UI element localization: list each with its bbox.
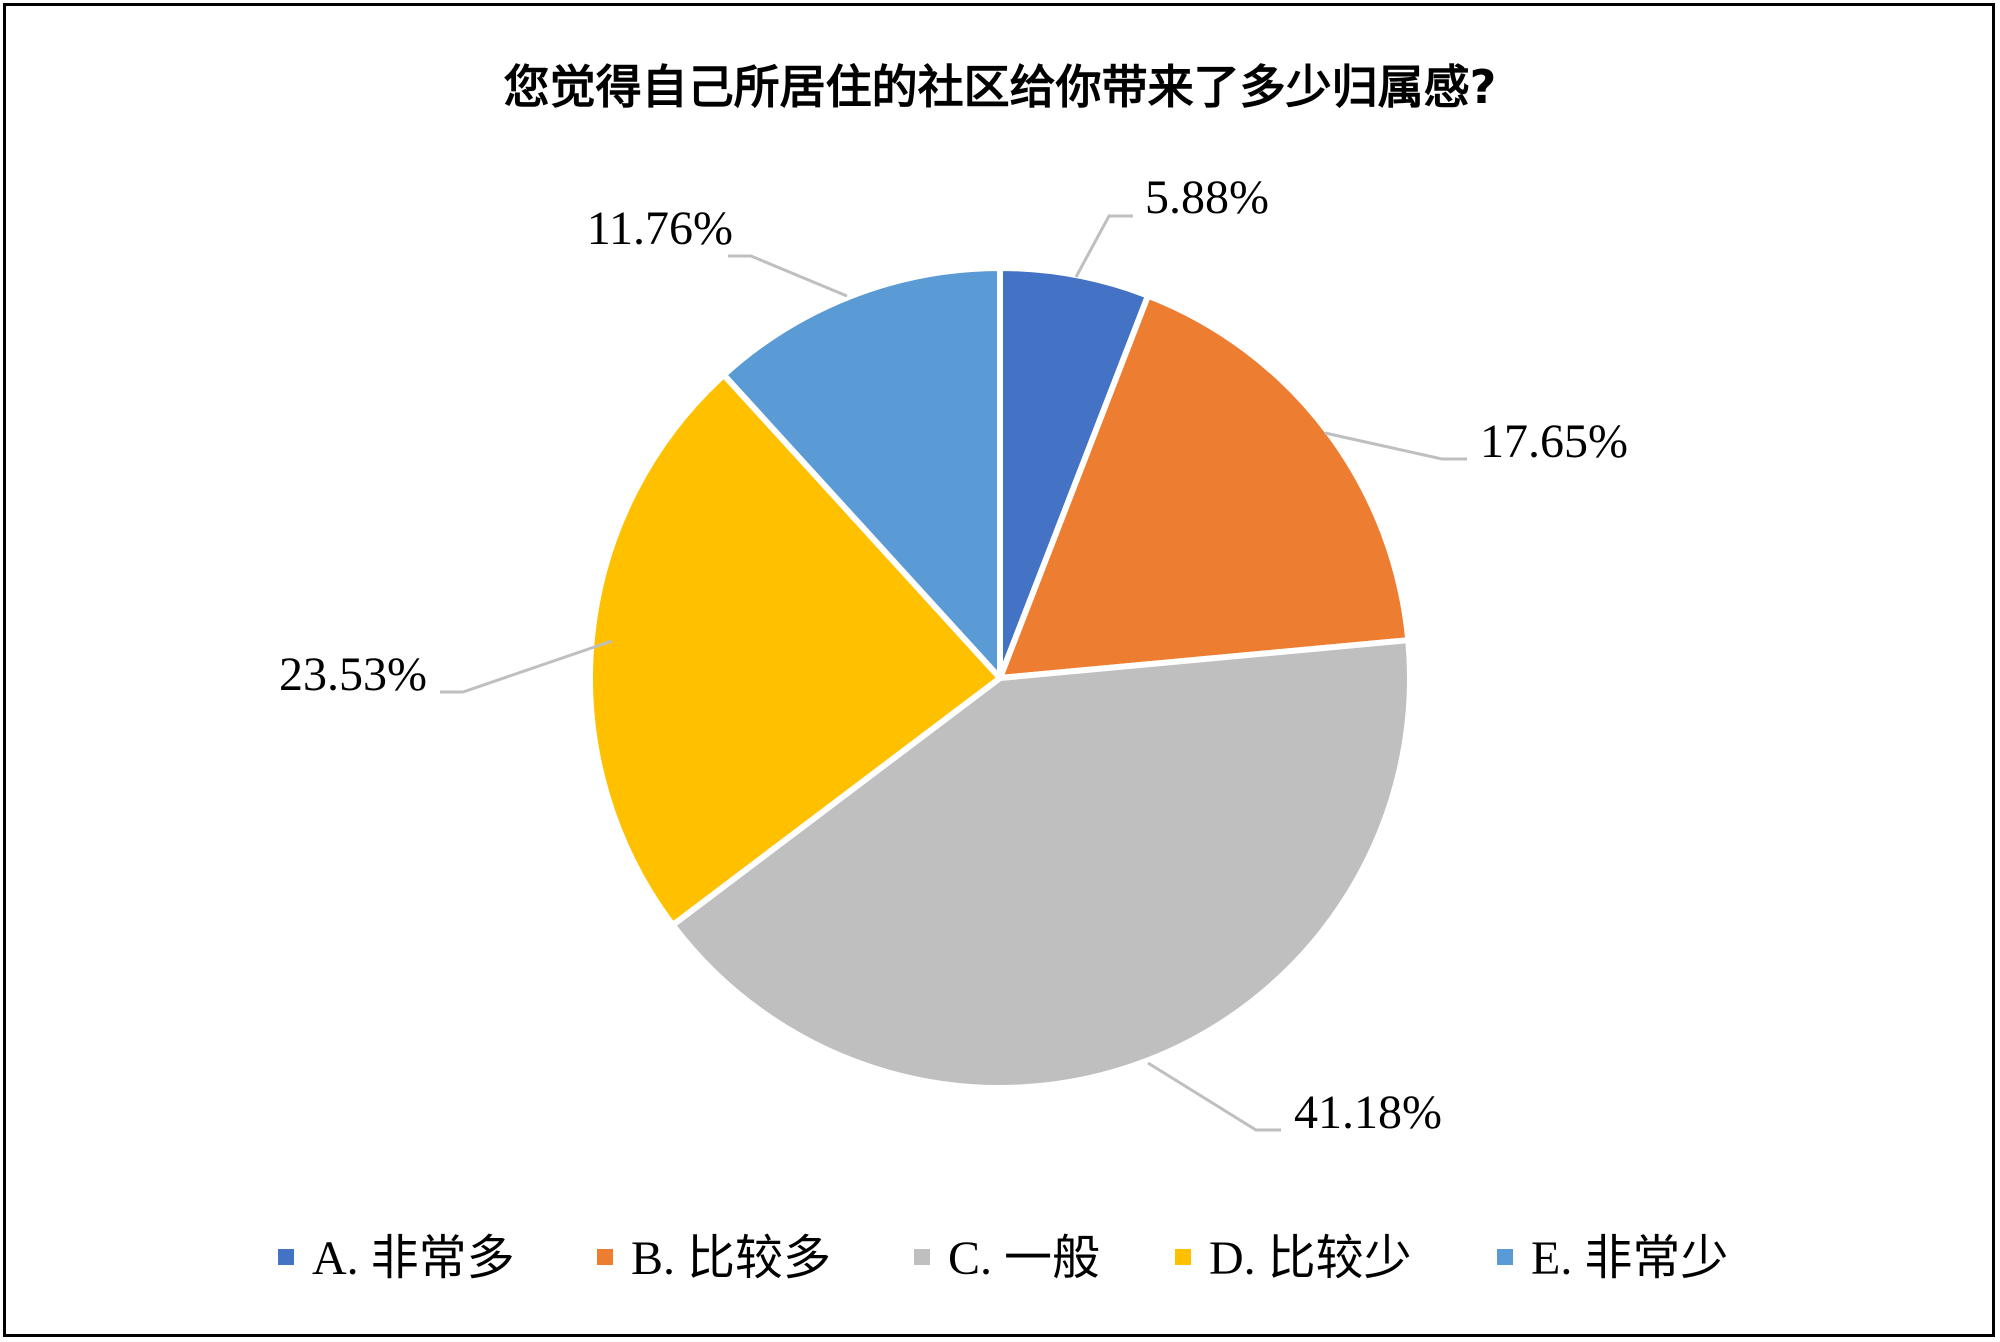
leader-line — [728, 254, 848, 298]
data-label-d: 23.53% — [279, 648, 427, 701]
legend: A. 非常多 B. 比较多 C. 一般 D. 比较少 E. 非常少 — [278, 1232, 1728, 1285]
legend-label: C. 一般 — [948, 1232, 1100, 1285]
legend-item-c: C. 一般 — [914, 1232, 1100, 1285]
legend-item-a: A. 非常多 — [278, 1232, 515, 1285]
legend-swatch — [1497, 1249, 1513, 1265]
leader-line — [440, 639, 613, 694]
data-label-c: 41.18% — [1294, 1086, 1442, 1139]
leader-line — [1324, 431, 1467, 461]
legend-label: B. 比较多 — [631, 1232, 831, 1285]
legend-swatch — [1175, 1249, 1191, 1265]
leader-line — [1074, 214, 1133, 278]
legend-swatch — [914, 1249, 930, 1265]
data-label-b: 17.65% — [1480, 415, 1628, 468]
legend-label: E. 非常少 — [1531, 1232, 1728, 1285]
data-label-e: 11.76% — [587, 202, 733, 255]
legend-item-e: E. 非常少 — [1497, 1232, 1728, 1285]
pie-slices — [587, 265, 1413, 1091]
legend-swatch — [278, 1249, 294, 1265]
data-labels: 5.88% 17.65% 41.18% 23.53% 11.76% — [279, 171, 1628, 1139]
legend-item-d: D. 比较少 — [1175, 1232, 1412, 1285]
leader-line — [1147, 1061, 1281, 1132]
data-label-a: 5.88% — [1145, 171, 1269, 224]
slice-c-average — [669, 637, 1413, 1091]
legend-item-b: B. 比较多 — [597, 1232, 831, 1285]
leader-lines — [440, 214, 1467, 1132]
legend-label: A. 非常多 — [312, 1232, 515, 1285]
slice-b-fairly-much — [997, 292, 1412, 681]
legend-label: D. 比较少 — [1209, 1232, 1412, 1285]
slice-d-fairly-little — [587, 371, 1003, 928]
chart-title: 您觉得自己所居住的社区给你带来了多少归属感? — [504, 60, 1497, 114]
legend-swatch — [597, 1249, 613, 1265]
slice-e-very-little — [720, 265, 1003, 681]
